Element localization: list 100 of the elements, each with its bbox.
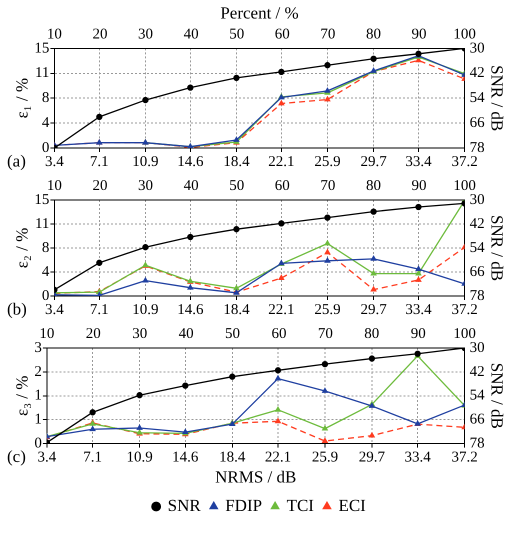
x-tick-label: 18.4 [223,302,250,318]
legend-label: FDIP [225,496,262,515]
y-tick-label: 4 [42,115,50,132]
x2-tick-label: 20 [92,26,108,42]
x2-tick-label: 90 [412,26,427,42]
y-tick-label: 0 [42,140,50,156]
x-tick-label: 10.9 [132,154,159,170]
y2-axis-title: SNR / dB [487,65,506,132]
x2-tick-label: 30 [138,178,154,194]
x-tick-label: 37.2 [451,154,478,170]
text: (a) [7,151,26,170]
x2-tick-label: 100 [453,326,476,342]
x2-tick-label: 100 [453,178,476,194]
x2-tick-label: 60 [274,26,290,42]
y2-tick-label: 30 [470,40,485,56]
x-tick-label: 33.4 [405,302,432,318]
y-axis-title: ε₃ / % [12,376,32,416]
x-tick-label: 29.7 [360,154,388,170]
y2-tick-label: 42 [470,364,485,380]
x-tick-label: 22.1 [264,450,292,466]
y-tick-label: 8 [42,240,50,256]
x-tick-label: 14.6 [177,302,204,318]
y2-tick-label: 66 [470,115,486,132]
y-tick-label: 3 [34,340,42,356]
y2-tick-label: 78 [470,288,485,304]
x-tick-label: 22.1 [268,154,294,170]
x2-tick-label: 20 [92,178,108,194]
x-tick-label: 33.4 [405,154,432,170]
x2-tick-label: 40 [178,326,194,342]
y-tick-label: 1 [34,412,42,428]
x2-tick-label: 30 [132,326,148,342]
y-tick-label: 0 [34,436,42,452]
x-tick-label: 14.6 [177,154,204,170]
y-axis-title: ε₁ / % [12,78,32,118]
x2-tick-label: 70 [318,326,333,342]
y2-tick-label: 66 [470,264,486,280]
x2-tick-label: 70 [320,26,336,42]
x2-tick-label: 50 [229,178,244,194]
text: (b) [7,299,27,318]
y2-tick-label: 78 [470,436,485,452]
y-tick-label: 0 [42,288,50,304]
x-tick-label: 7.1 [83,450,102,466]
x-tick-label: 18.4 [219,450,246,466]
y-axis-title: ε₂ / % [12,228,32,268]
x2-tick-label: 70 [320,178,336,194]
legend-label: ECI [338,496,366,515]
x2-tick-label: 40 [184,178,199,194]
x-tick-label: 10.9 [126,450,153,466]
x2-tick-label: 100 [453,26,476,42]
x2-axis-title: Percent / % [220,4,299,23]
x2-tick-label: 10 [46,26,62,42]
x-tick-label: 3.4 [38,450,57,466]
x2-tick-label: 20 [86,326,101,342]
legend-label: TCI [286,496,314,515]
x-tick-label: 7.1 [90,154,109,170]
x-tick-label: 29.7 [358,450,386,466]
x2-tick-label: 90 [410,326,426,342]
x2-tick-label: 40 [184,26,199,42]
x-tick-label: 37.2 [451,450,478,466]
x2-tick-label: 10 [46,178,62,194]
y2-axis-title: SNR / dB [487,362,506,429]
y2-tick-label: 30 [470,192,485,208]
y2-axis-title: SNR / dB [487,214,506,282]
y2-tick-label: 54 [470,240,486,256]
x-tick-label: 7.1 [90,302,109,318]
x2-tick-label: 60 [271,326,286,342]
x-tick-label: 29.7 [360,302,388,318]
x-axis-title: NRMS / dB [215,467,296,486]
y-tick-label: 15 [34,40,50,56]
x-tick-label: 33.4 [404,450,432,466]
y2-tick-label: 54 [470,90,486,106]
x2-tick-label: 30 [138,26,154,42]
x-tick-label: 37.2 [451,302,478,318]
legend-label: SNR [168,496,202,515]
x-tick-label: 10.9 [132,302,159,318]
x2-tick-label: 90 [412,178,427,194]
x2-tick-label: 10 [39,326,54,342]
x-tick-label: 18.4 [223,154,250,170]
y-tick-label: 15 [34,192,50,208]
y-tick-label: 1 [34,388,42,404]
x2-tick-label: 50 [229,26,244,42]
text: (c) [7,447,26,466]
y2-tick-label: 78 [470,140,485,156]
x2-tick-label: 50 [225,326,240,342]
x2-tick-label: 80 [366,178,381,194]
x-tick-label: 3.4 [45,302,64,318]
x2-tick-label: 60 [274,178,290,194]
y2-tick-label: 30 [470,340,485,356]
x-tick-label: 22.1 [268,302,294,318]
x2-tick-label: 80 [364,326,380,342]
x2-tick-label: 80 [366,26,381,42]
y2-tick-label: 54 [470,388,486,404]
x-tick-label: 25.9 [314,154,341,170]
x-tick-label: 14.6 [172,450,199,466]
y-tick-label: 2 [34,364,42,380]
y-tick-label: 4 [42,264,50,280]
y-tick-label: 11 [34,65,50,82]
y-tick-label: 8 [42,90,50,106]
x-tick-label: 3.4 [45,154,64,170]
y-tick-label: 11 [34,216,50,232]
